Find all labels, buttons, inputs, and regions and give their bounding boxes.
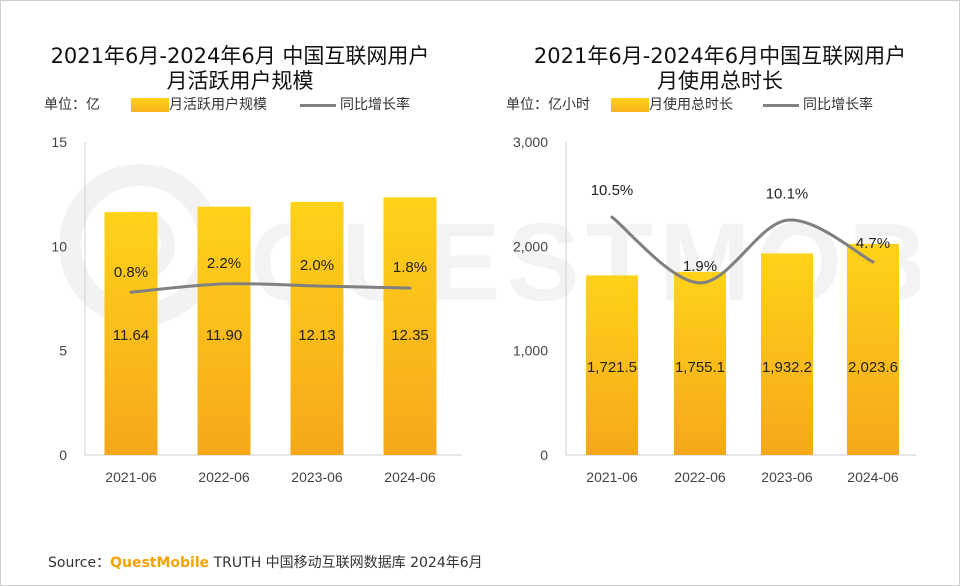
left-bar-value-label: 11.64 [113, 327, 149, 344]
right-unit-label: 单位：亿小时 [506, 97, 590, 113]
left-x-tick-label: 2023-06 [291, 469, 343, 485]
right-growth-rate-label: 10.5% [591, 182, 634, 199]
left-bar-value-label: 12.13 [298, 327, 336, 344]
left-y-tick-label: 10 [51, 238, 67, 254]
left-chart-title-line1: 2021年6月-2024年6月 中国互联网用户 [50, 44, 430, 68]
left-y-tick-label: 5 [59, 343, 67, 359]
source-note: Source：QuestMobile TRUTH 中国移动互联网数据库 2024… [48, 552, 483, 572]
right-growth-rate-label: 1.9% [683, 258, 717, 275]
left-growth-rate-line [129, 282, 412, 294]
left-legend: 单位：亿 月活跃用户规模 同比增长率 [0, 96, 480, 114]
right-bar-2022-06 [674, 271, 726, 455]
right-y-tick-label: 2,000 [513, 238, 548, 254]
right-x-tick-label: 2021-06 [586, 469, 638, 485]
right-x-tick-label: 2024-06 [847, 469, 899, 485]
right-bar-2023-06 [761, 253, 813, 455]
right-legend-bar-label: 月使用总时长 [649, 97, 733, 113]
right-x-tick-label: 2022-06 [674, 469, 726, 485]
right-legend-line-label: 同比增长率 [803, 97, 873, 113]
right-bar-2024-06 [847, 243, 899, 455]
left-growth-rate-label: 2.0% [300, 257, 334, 274]
left-unit-label: 单位：亿 [44, 97, 100, 113]
left-chart: 0 5 10 15 11.64 2021-06 11.90 2022-06 12.13 2023-… [51, 134, 462, 485]
left-legend-bar-label: 月活跃用户规模 [169, 97, 267, 113]
left-y-tick-label: 0 [59, 447, 67, 463]
right-chart: 0 1,000 2,000 3,000 1,721.5 2021-06 1,755.1 202… [513, 134, 916, 485]
right-chart-title-line1: 2021年6月-2024年6月中国互联网用户 [533, 44, 907, 68]
left-bar-2022-06 [197, 206, 251, 455]
left-growth-rate-label: 1.8% [393, 259, 427, 276]
right-legend-line-swatch [763, 104, 799, 107]
right-growth-rate-line [610, 215, 875, 285]
left-bar-value-label: 11.90 [206, 327, 242, 344]
right-y-tick-label: 3,000 [513, 134, 548, 150]
left-legend-line-swatch [300, 104, 336, 107]
right-chart-panel: 2021年6月-2024年6月中国互联网用户 月使用总时长 单位：亿小时 月使用… [480, 0, 960, 540]
left-x-tick-label: 2024-06 [384, 469, 436, 485]
right-x-tick-label: 2023-06 [761, 469, 813, 485]
left-legend-line-label: 同比增长率 [340, 97, 410, 113]
left-x-tick-label: 2021-06 [105, 469, 157, 485]
source-rest: TRUTH 中国移动互联网数据库 2024年6月 [213, 555, 483, 571]
right-legend: 单位：亿小时 月使用总时长 同比增长率 [480, 96, 960, 114]
left-growth-rate-label: 2.2% [207, 255, 241, 272]
right-bar-value-label: 1,755.1 [675, 359, 725, 376]
right-growth-rate-label: 10.1% [766, 185, 809, 202]
right-legend-bar-swatch [611, 98, 649, 112]
left-chart-title-line2: 月活跃用户规模 [166, 69, 314, 93]
left-bar-2023-06 [290, 201, 344, 455]
left-x-tick-label: 2022-06 [198, 469, 250, 485]
left-chart-panel: 2021年6月-2024年6月 中国互联网用户 月活跃用户规模 单位：亿 月活跃… [0, 0, 480, 540]
right-y-tick-label: 1,000 [513, 343, 548, 359]
right-bar-value-label: 2,023.6 [848, 359, 898, 376]
source-brand: QuestMobile [110, 555, 210, 571]
right-y-tick-label: 0 [540, 447, 548, 463]
right-bar-value-label: 1,721.5 [587, 359, 637, 376]
left-legend-bar-swatch [131, 98, 169, 112]
right-bar-value-label: 1,932.2 [762, 359, 812, 376]
right-growth-rate-label: 4.7% [856, 235, 890, 252]
right-bar-2021-06 [586, 275, 638, 455]
left-growth-rate-label: 0.8% [114, 264, 148, 281]
left-bar-2024-06 [383, 197, 437, 455]
source-prefix: Source： [48, 555, 111, 571]
left-bar-2021-06 [104, 212, 158, 455]
right-chart-title-line2: 月使用总时长 [657, 69, 783, 93]
left-y-tick-label: 15 [51, 134, 67, 150]
left-bar-value-label: 12.35 [391, 327, 429, 344]
